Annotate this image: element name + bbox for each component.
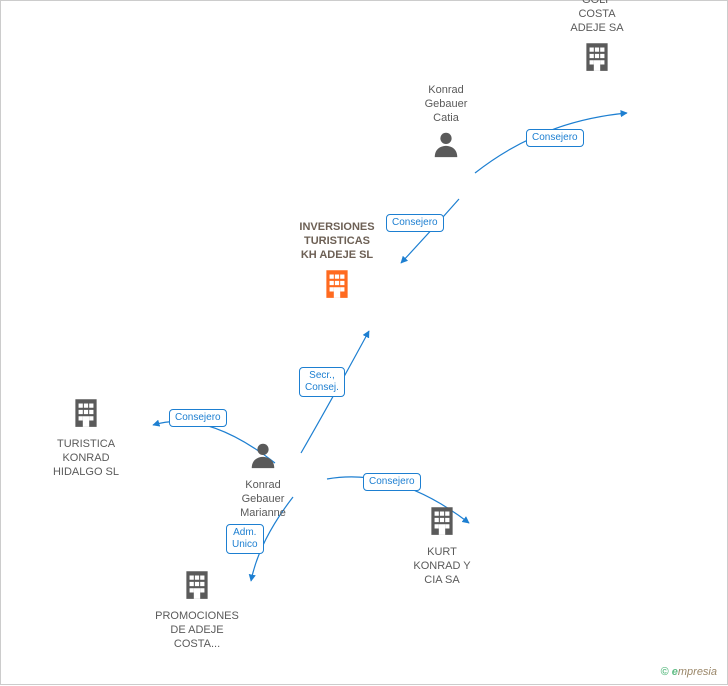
node-marianne[interactable]: Konrad Gebauer Marianne	[213, 436, 313, 520]
edge-label-marianne-inv: Secr., Consej.	[299, 367, 345, 397]
node-label: PROMOCIONES DE ADEJE COSTA...	[147, 610, 247, 651]
building-icon	[580, 39, 614, 73]
node-label: Konrad Gebauer Marianne	[213, 479, 313, 520]
node-golf[interactable]: GOLF COSTA ADEJE SA	[547, 0, 647, 82]
node-catia[interactable]: Konrad Gebauer Catia	[396, 84, 496, 168]
node-prom[interactable]: PROMOCIONES DE ADEJE COSTA...	[147, 563, 247, 651]
brand: empresia	[672, 666, 717, 678]
copyright-symbol: ©	[661, 666, 669, 678]
edge-label-marianne-turistica: Consejero	[169, 409, 227, 427]
diagram-canvas: GOLF COSTA ADEJE SA Konrad Gebauer Catia…	[0, 0, 728, 685]
edge-label-marianne-prom: Adm. Unico	[226, 524, 264, 554]
building-icon	[425, 503, 459, 537]
person-icon	[431, 129, 461, 159]
node-turistica[interactable]: TURISTICA KONRAD HIDALGO SL	[36, 391, 136, 479]
node-kurt[interactable]: KURT KONRAD Y CIA SA	[392, 499, 492, 587]
building-icon	[180, 567, 214, 601]
edge-label-marianne-kurt: Consejero	[363, 473, 421, 491]
building-icon	[69, 395, 103, 429]
node-label: INVERSIONES TURISTICAS KH ADEJE SL	[287, 221, 387, 262]
edge-label-catia-inv: Consejero	[386, 214, 444, 232]
node-label: KURT KONRAD Y CIA SA	[392, 546, 492, 587]
node-label: GOLF COSTA ADEJE SA	[547, 0, 647, 35]
edge-label-catia-golf: Consejero	[526, 129, 584, 147]
footer-credit: © empresia	[661, 666, 717, 678]
node-label: TURISTICA KONRAD HIDALGO SL	[36, 438, 136, 479]
building-icon	[320, 266, 354, 300]
node-label: Konrad Gebauer Catia	[396, 84, 496, 125]
node-inv[interactable]: INVERSIONES TURISTICAS KH ADEJE SL	[287, 221, 387, 309]
edge-layer	[1, 1, 728, 686]
person-icon	[248, 440, 278, 470]
